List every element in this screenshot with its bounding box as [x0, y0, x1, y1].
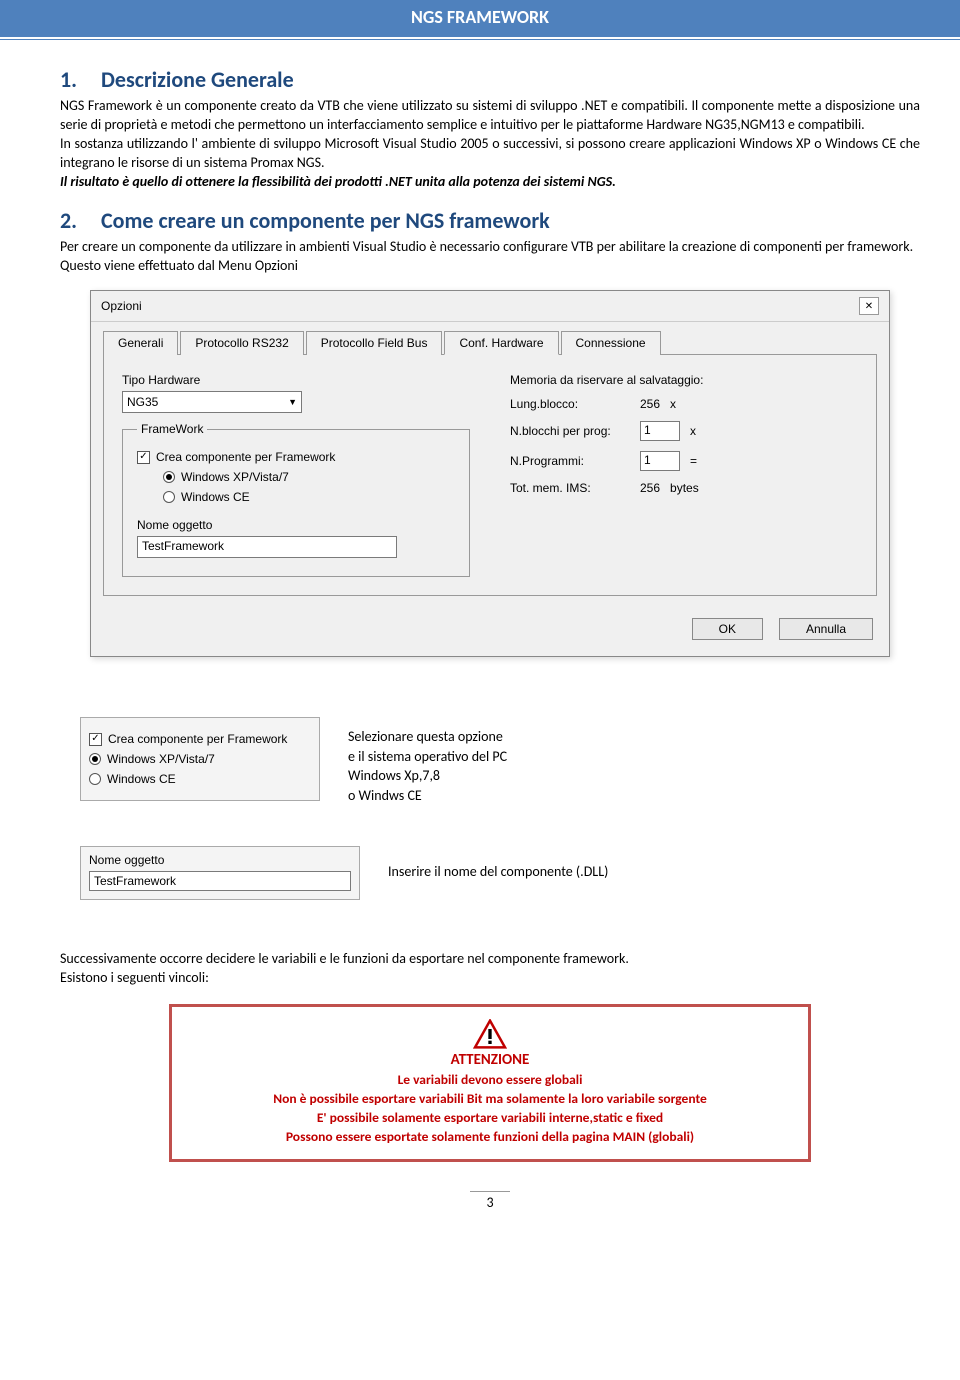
object-name-input[interactable]: TestFramework	[137, 536, 397, 558]
snippet1-caption-l1: Selezionare questa opzione	[348, 727, 507, 747]
page-number: 3	[470, 1191, 510, 1211]
snippet2-label: Nome oggetto	[89, 853, 351, 867]
object-name-label: Nome oggetto	[137, 518, 455, 532]
section1-heading: 1. Descrizione Generale	[60, 66, 920, 93]
tab-connessione[interactable]: Connessione	[561, 331, 661, 355]
memory-title: Memoria da riservare al salvataggio:	[510, 373, 858, 387]
framework-legend: FrameWork	[137, 422, 207, 436]
dialog-tabs: Generali Protocollo RS232 Protocollo Fie…	[103, 330, 877, 354]
checkbox-icon: ✓	[137, 451, 150, 464]
hw-type-label: Tipo Hardware	[122, 373, 470, 387]
snippet1-caption-l2: e il sistema operativo del PC	[348, 747, 507, 767]
create-component-label: Crea componente per Framework	[156, 450, 335, 464]
hw-type-value: NG35	[127, 395, 158, 409]
section2-p2: Questo viene effettuato dal Menu Opzioni	[60, 257, 920, 276]
radio-winxp[interactable]: Windows XP/Vista/7	[163, 470, 455, 484]
radio-icon-selected	[89, 753, 101, 765]
tab-fieldbus[interactable]: Protocollo Field Bus	[306, 331, 443, 355]
mem-programs-suffix: =	[690, 454, 697, 468]
snippet1-caption-l3: Windows Xp,7,8	[348, 766, 507, 786]
mem-total-value: 256	[640, 481, 660, 495]
mem-blocks-label: N.blocchi per prog:	[510, 424, 630, 438]
mem-row-total: Tot. mem. IMS: 256 bytes	[510, 481, 858, 495]
checkbox-icon: ✓	[89, 733, 102, 746]
radio-icon	[163, 491, 175, 503]
section1-p1: NGS Framework è un componente creato da …	[60, 97, 920, 135]
para-after-l1: Successivamente occorre decidere le vari…	[60, 950, 920, 969]
section2-heading: 2. Come creare un componente per NGS fram…	[60, 207, 920, 234]
section1-number: 1.	[60, 66, 77, 93]
snippet-framework-options: ✓ Crea componente per Framework Windows …	[80, 717, 320, 801]
section2-number: 2.	[60, 207, 77, 234]
mem-programs-input[interactable]: 1	[640, 451, 680, 471]
dialog-titlebar: Opzioni ✕	[91, 291, 889, 322]
radio-winxp-label: Windows XP/Vista/7	[181, 470, 289, 484]
snippet2-caption: Inserire il nome del componente (.DLL)	[388, 862, 608, 882]
right-column: Memoria da riservare al salvataggio: Lun…	[510, 373, 858, 577]
snippet-checkbox[interactable]: ✓ Crea componente per Framework	[89, 732, 311, 746]
radio-wince[interactable]: Windows CE	[163, 490, 455, 504]
attention-l3: E' possibile solamente esportare variabi…	[188, 1109, 792, 1126]
tab-conf-hardware[interactable]: Conf. Hardware	[444, 331, 558, 355]
snippet-checkbox-label: Crea componente per Framework	[108, 732, 287, 746]
attention-box: ATTENZIONE Le variabili devono essere gl…	[170, 1005, 810, 1161]
radio-icon-selected	[163, 471, 175, 483]
tab-rs232[interactable]: Protocollo RS232	[180, 331, 303, 355]
snippet-radio1-label: Windows XP/Vista/7	[107, 752, 215, 766]
dialog-title: Opzioni	[101, 299, 142, 313]
dialog-buttons: OK Annulla	[91, 608, 889, 656]
section1-title: Descrizione Generale	[101, 66, 294, 93]
radio-wince-label: Windows CE	[181, 490, 250, 504]
attention-l2: Non è possibile esportare variabili Bit …	[188, 1090, 792, 1107]
mem-blocks-input[interactable]: 1	[640, 421, 680, 441]
cancel-button[interactable]: Annulla	[779, 618, 873, 640]
warning-icon	[473, 1019, 507, 1049]
options-dialog: Opzioni ✕ Generali Protocollo RS232 Prot…	[90, 290, 890, 657]
create-component-checkbox[interactable]: ✓ Crea componente per Framework	[137, 450, 455, 464]
mem-blocks-suffix: x	[690, 424, 696, 438]
mem-total-label: Tot. mem. IMS:	[510, 481, 630, 495]
mem-row-block-len: Lung.blocco: 256 x	[510, 397, 858, 411]
section1-p3: Il risultato è quello di ottenere la fle…	[60, 173, 920, 192]
close-icon[interactable]: ✕	[859, 297, 879, 315]
para-after-l2: Esistono i seguenti vincoli:	[60, 969, 920, 988]
mem-row-programs: N.Programmi: 1 =	[510, 451, 858, 471]
mem-total-suffix: bytes	[670, 481, 699, 495]
snippet-radio-wince[interactable]: Windows CE	[89, 772, 311, 786]
section2-p1: Per creare un componente da utilizzare i…	[60, 238, 920, 257]
radio-icon	[89, 773, 101, 785]
mem-block-label: Lung.blocco:	[510, 397, 630, 411]
attention-l4: Possono essere esportate solamente funzi…	[188, 1128, 792, 1145]
hw-type-select[interactable]: NG35 ▼	[122, 391, 302, 413]
page-content: 1. Descrizione Generale NGS Framework è u…	[0, 40, 960, 1231]
snippet1-caption: Selezionare questa opzione e il sistema …	[348, 727, 507, 805]
framework-fieldset: FrameWork ✓ Crea componente per Framewor…	[122, 429, 470, 577]
snippet2-input[interactable]: TestFramework	[89, 871, 351, 891]
mem-block-suffix: x	[670, 397, 676, 411]
tab-panel: Tipo Hardware NG35 ▼ FrameWork ✓ Crea co…	[103, 354, 877, 596]
left-column: Tipo Hardware NG35 ▼ FrameWork ✓ Crea co…	[122, 373, 470, 577]
attention-title: ATTENZIONE	[451, 1051, 530, 1069]
section2-title: Come creare un componente per NGS framew…	[101, 207, 550, 234]
attention-l1: Le variabili devono essere globali	[188, 1071, 792, 1088]
tab-generali[interactable]: Generali	[103, 331, 178, 355]
snippet-radio2-label: Windows CE	[107, 772, 176, 786]
mem-programs-label: N.Programmi:	[510, 454, 630, 468]
snippet-radio-winxp[interactable]: Windows XP/Vista/7	[89, 752, 311, 766]
chevron-down-icon: ▼	[288, 397, 297, 407]
snippet1-caption-l4: o Windws CE	[348, 786, 507, 806]
snippet-object-name: Nome oggetto TestFramework	[80, 846, 360, 900]
mem-block-value: 256	[640, 397, 660, 411]
section1-p2: In sostanza utilizzando l' ambiente di s…	[60, 135, 920, 173]
ok-button[interactable]: OK	[692, 618, 763, 640]
page-header: NGS FRAMEWORK	[0, 0, 960, 37]
mem-row-blocks-per-prog: N.blocchi per prog: 1 x	[510, 421, 858, 441]
